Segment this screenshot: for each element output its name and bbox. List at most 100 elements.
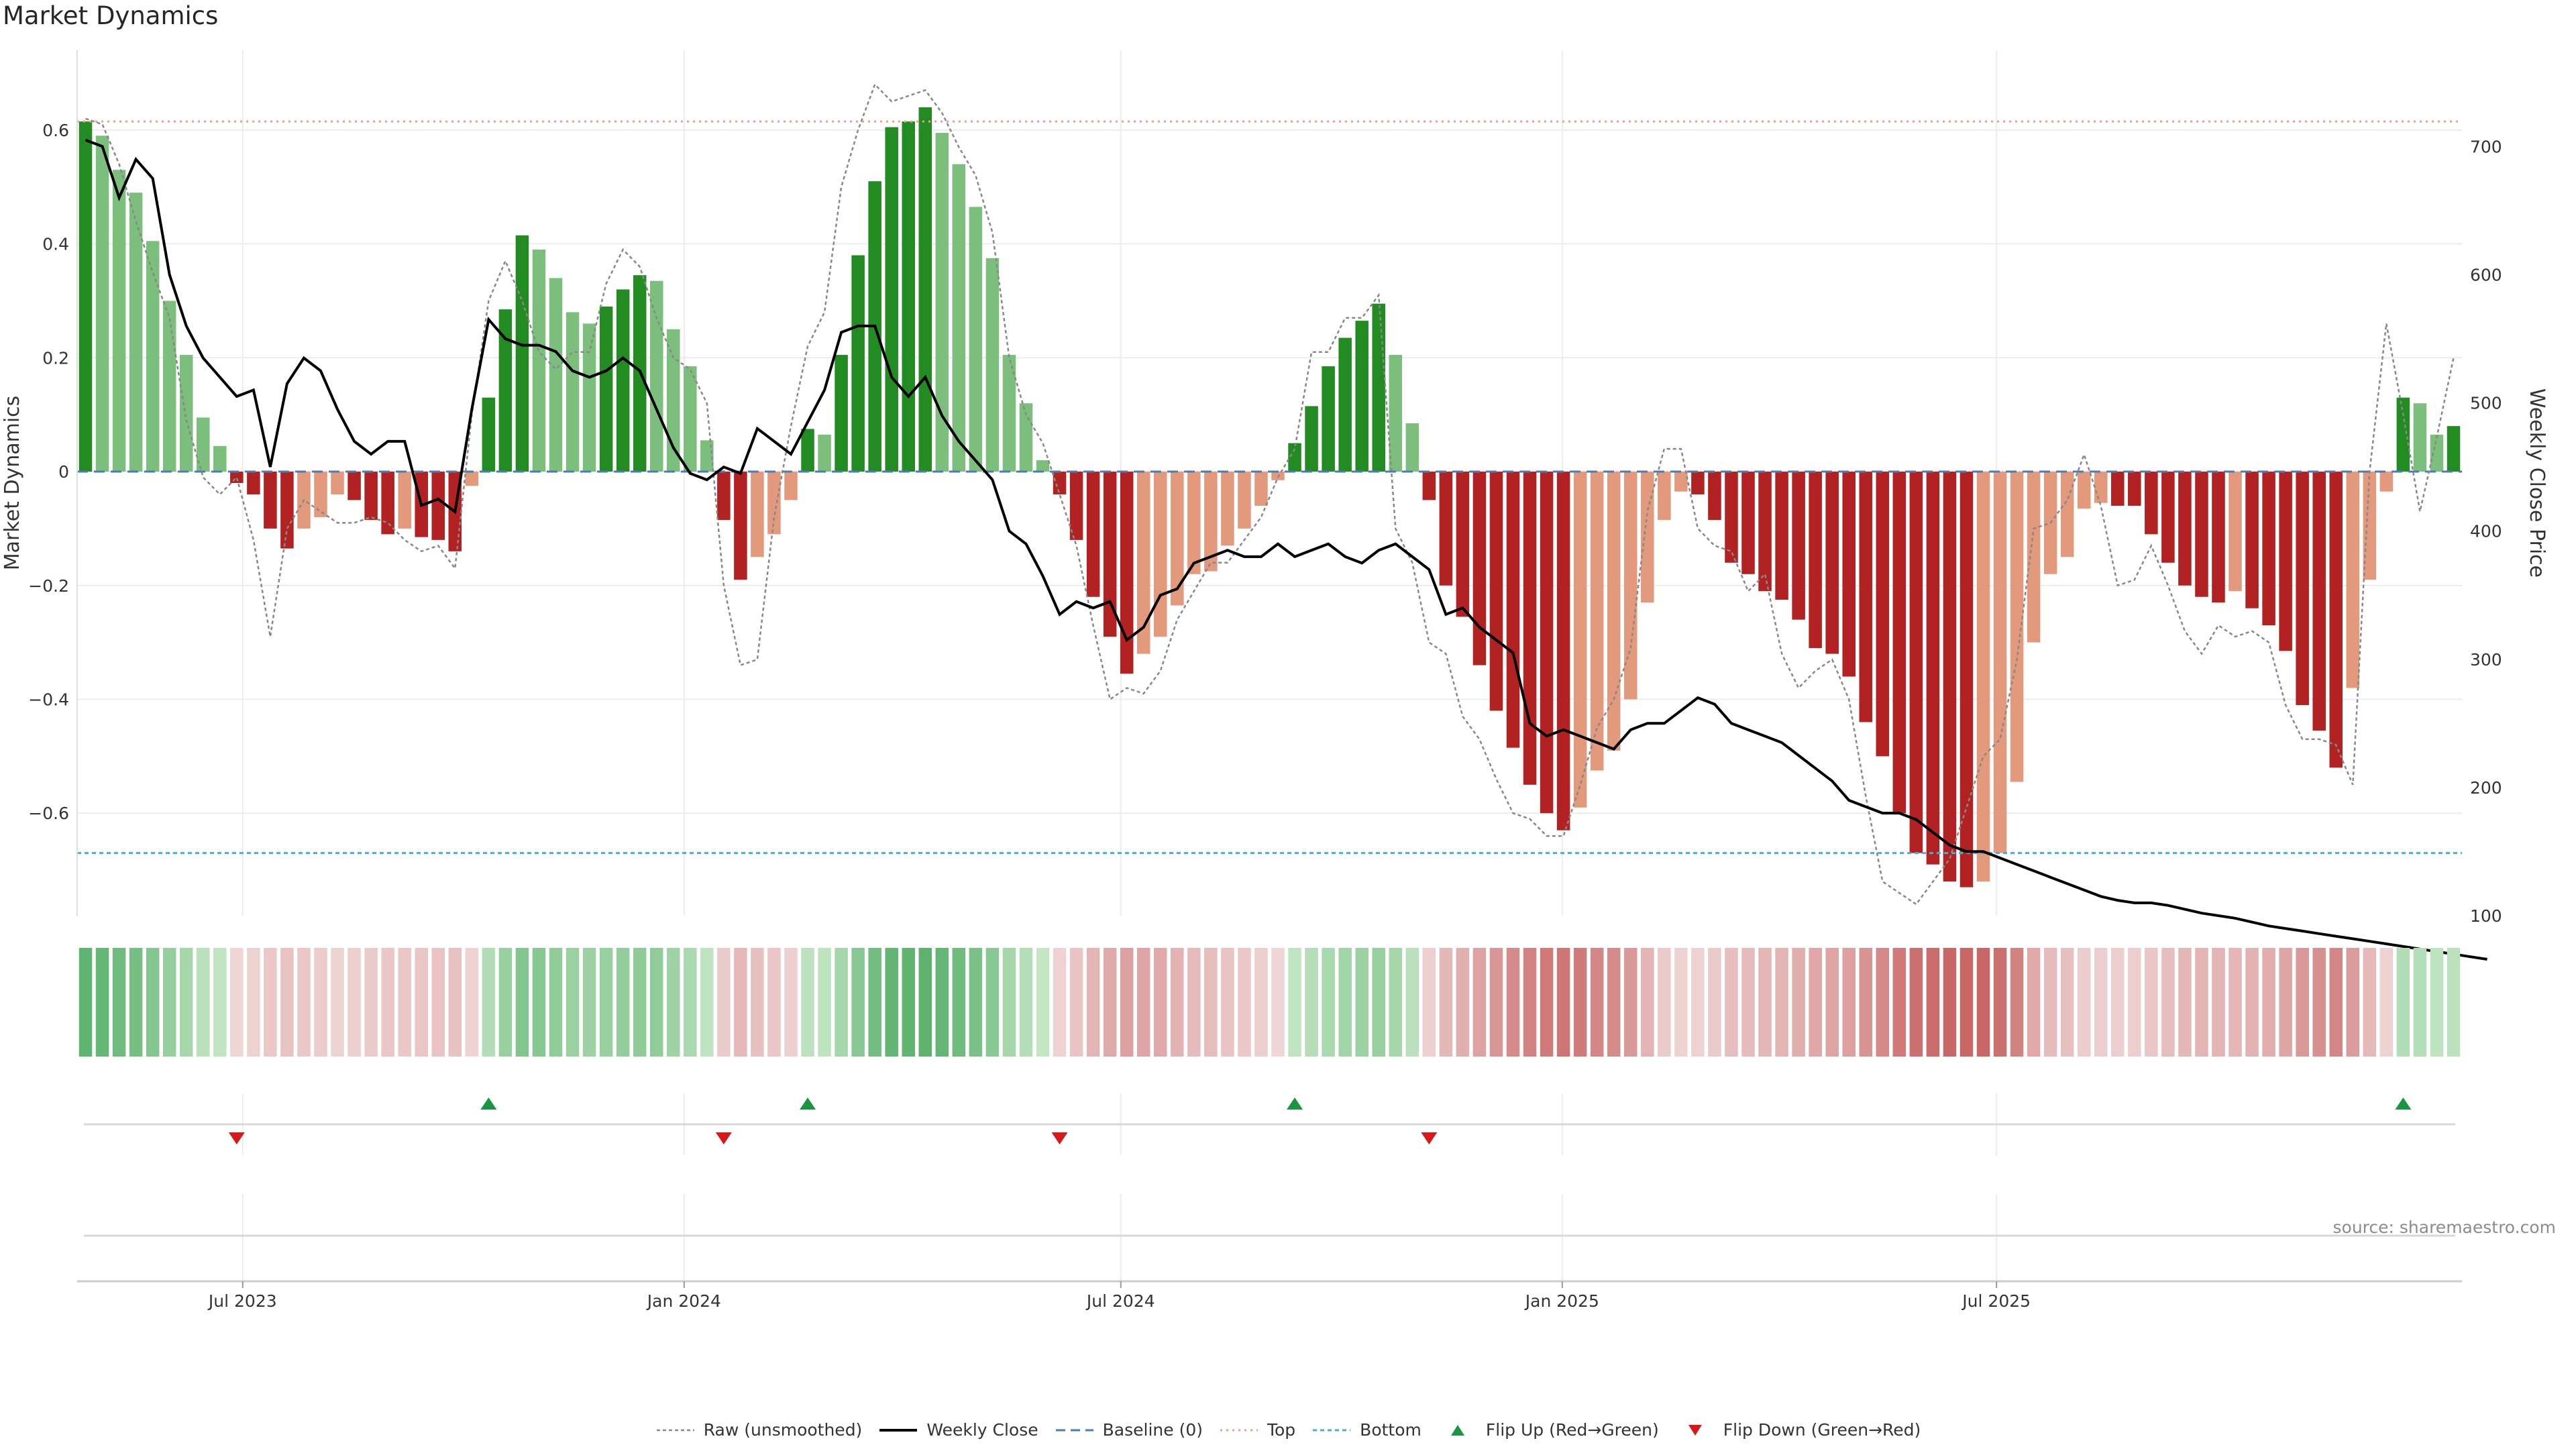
strip-cell [1204,948,1218,1057]
strip-cell [2094,948,2108,1057]
raw-legend-icon [656,1429,694,1431]
bar [2413,403,2427,472]
bar [314,472,327,517]
bar [1674,472,1688,492]
baseline-legend-icon [1055,1429,1093,1431]
strip-cell [2027,948,2041,1057]
flip-up-marker [800,1097,816,1110]
strip-cell [1506,948,1520,1057]
strip-cell [2447,948,2461,1057]
bar [700,440,714,472]
bar [78,121,93,472]
strip-cell [918,948,932,1057]
bar [2212,472,2225,603]
strip-cell [1103,948,1117,1057]
bar [2195,472,2208,597]
bars [78,107,2461,888]
flip-down-legend-glyph [1688,1424,1702,1436]
strip-cell [230,948,244,1057]
strip-cell [1439,948,1453,1057]
bar [616,289,630,472]
axes: −0.6 −0.4 −0.2 0 0.2 0.4 0.6 100 200 300 400 500 600… [1,50,2548,926]
bar [179,355,193,472]
strip-cell [1573,948,1587,1057]
bar [1993,472,2007,853]
bottom-legend-icon [1313,1429,1351,1431]
legend-label: Flip Down (Green→Red) [1723,1420,1921,1440]
strip-cell [1825,948,1839,1057]
strip-cell [179,948,193,1057]
strip-cell [2128,948,2141,1057]
bar [1523,472,1537,785]
bar [2010,472,2024,782]
bar [1506,472,1520,748]
x-tick-label: Jul 2024 [1085,1291,1155,1311]
bar [2094,472,2108,503]
bar [902,121,916,472]
strip-cell [885,948,898,1057]
strip-cell [2161,948,2175,1057]
bar [213,445,227,472]
bar [1792,472,1805,620]
y2-axis-label: Weekly Close Price [2525,388,2548,578]
bar [717,472,731,521]
raw-series-line [85,83,2455,906]
strip-cell [2195,948,2208,1057]
strip-cell [314,948,327,1057]
y-tick-label: 0 [58,462,69,482]
strip-cell [1355,948,1368,1057]
bar [751,472,764,557]
strip-cell [347,948,361,1057]
strip-cell [1053,948,1067,1057]
strip-cell [1993,948,2007,1057]
bar [1053,472,1067,494]
bar [1036,460,1050,472]
strip-cell [1842,948,1856,1057]
strip-cell [666,948,680,1057]
strip-cell [684,948,697,1057]
strip-cell [1926,948,1940,1057]
top-legend-icon [1220,1429,1258,1431]
strip-cell [1036,948,1050,1057]
bar [482,397,496,472]
strip-cell [717,948,731,1057]
strip-cell [549,948,563,1057]
strip-cell [1876,948,1890,1057]
strip-cell [1221,948,1234,1057]
bar [818,434,831,472]
flip_up-legend-icon [1450,1424,1464,1436]
bar [1725,472,1738,563]
strip-cell [1607,948,1621,1057]
y-tick-label: −0.6 [28,804,69,823]
strip-cell [264,948,277,1057]
strip-cell [1154,948,1167,1057]
bar [264,472,277,529]
strip-cell [1556,948,1570,1057]
bar [566,312,580,472]
strip-cell [1523,948,1537,1057]
strip-cell [700,948,714,1057]
bar [1019,403,1033,472]
strip-cell [1641,948,1654,1057]
strip-cell [2060,948,2074,1057]
strip-cell [448,948,462,1057]
bar [1069,472,1083,540]
strip-cell [1136,948,1150,1057]
bar [582,323,596,472]
bar [599,306,613,472]
strip-cell [2111,948,2125,1057]
bar [2145,472,2158,535]
bar [1456,472,1470,617]
bar [1103,472,1117,637]
strip-cell [2262,948,2275,1057]
x-tick-label: Jan 2024 [646,1291,721,1311]
strip-cell [1372,948,1385,1057]
strip-cell [1691,948,1705,1057]
bar [1556,472,1570,830]
y2-tick-label: 400 [2470,522,2502,541]
flip_down-legend-icon [1688,1424,1702,1436]
strip-cell [498,948,513,1057]
bar [2027,472,2041,643]
bar [515,235,529,472]
strip-cell [582,948,596,1057]
